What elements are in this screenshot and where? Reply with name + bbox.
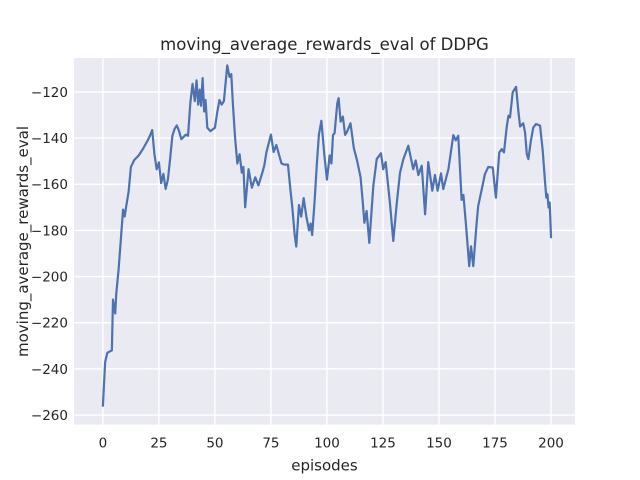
x-axis-label: episodes <box>291 457 358 475</box>
y-tick-label: −200 <box>31 270 68 286</box>
x-tick-label: 200 <box>538 436 564 452</box>
x-tick-label: 150 <box>426 436 452 452</box>
data-line <box>101 64 553 407</box>
y-tick-label: −160 <box>31 177 68 193</box>
y-tick-label: −220 <box>31 316 68 332</box>
y-tick-label: −180 <box>31 223 68 239</box>
y-tick-label: −260 <box>31 408 68 424</box>
y-tick-label: −140 <box>31 131 68 147</box>
y-axis-label: moving_average_rewards_eval <box>14 126 33 357</box>
y-tick-label: −240 <box>31 362 68 378</box>
chart-title: moving_average_rewards_eval of DDPG <box>160 35 489 55</box>
x-tick-label: 175 <box>482 436 508 452</box>
reward-series-line <box>101 64 553 407</box>
y-tick-labels: −120 −140 −160 −180 −200 −220 −240 −260 <box>31 85 68 424</box>
x-tick-label: 125 <box>370 436 396 452</box>
gridlines <box>74 58 575 425</box>
y-tick-label: −120 <box>31 85 68 101</box>
x-tick-label: 100 <box>314 436 340 452</box>
x-tick-label: 50 <box>206 436 223 452</box>
x-tick-label: 75 <box>262 436 279 452</box>
x-tick-label: 25 <box>150 436 167 452</box>
plot-area <box>74 58 575 425</box>
x-tick-label: 0 <box>99 436 108 452</box>
x-tick-labels: 0 25 50 75 100 125 150 175 200 <box>99 436 564 452</box>
